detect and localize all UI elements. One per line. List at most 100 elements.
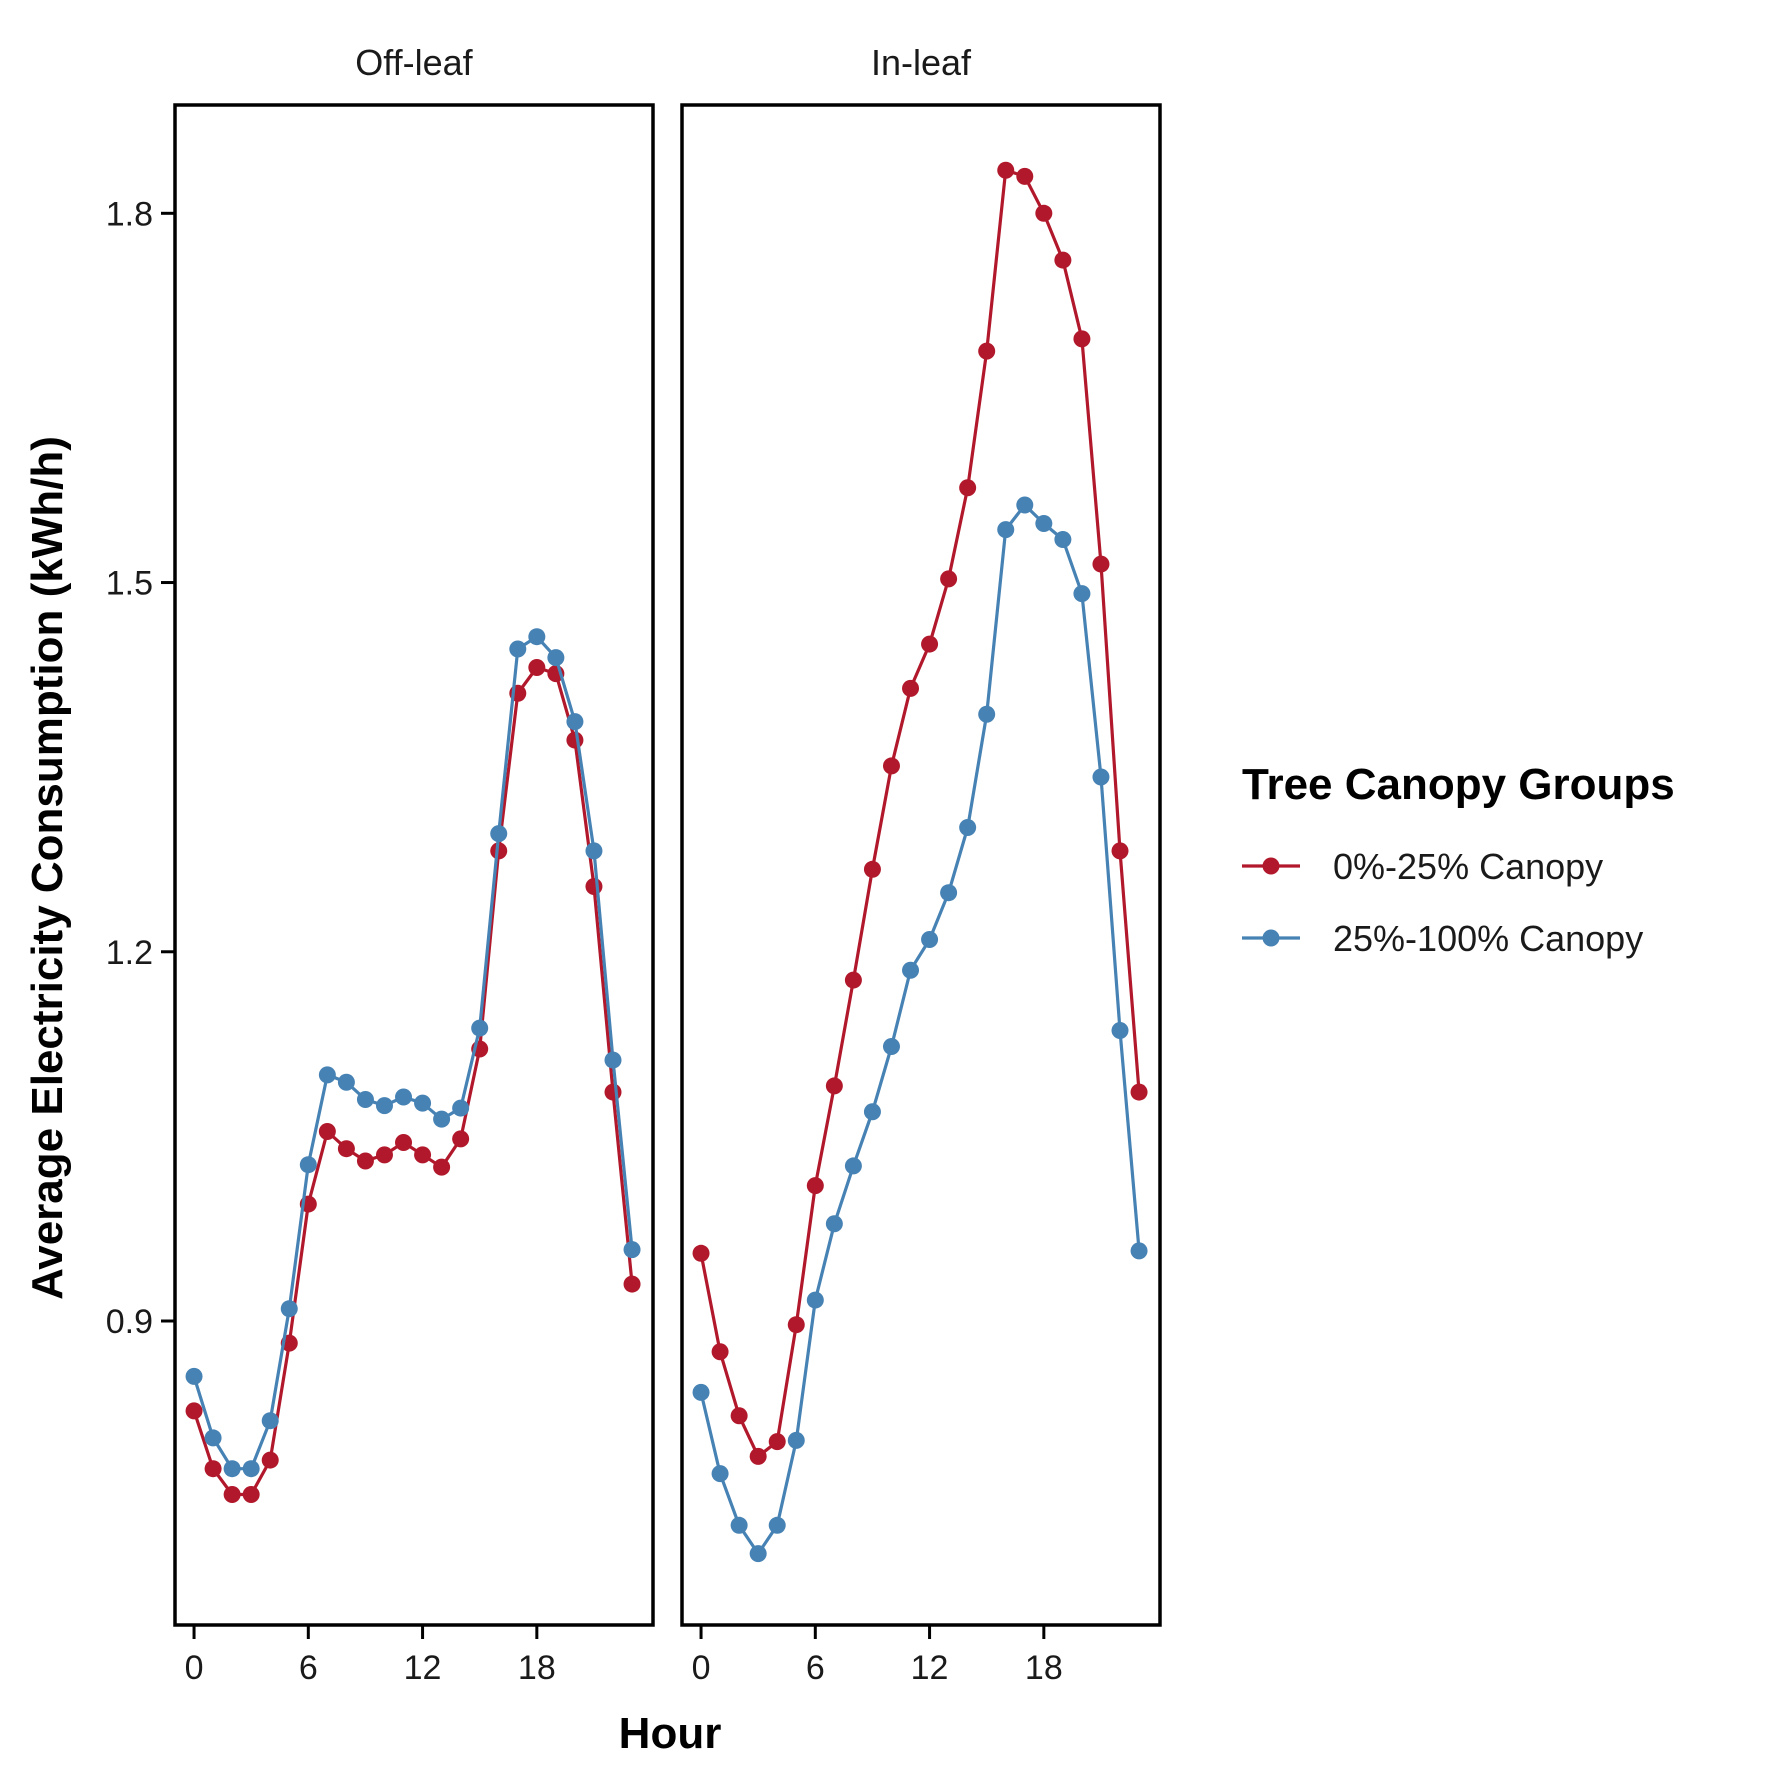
data-point [959,479,977,497]
series-0-25-canopy [692,161,1148,1465]
facet-title: In-leaf [871,42,972,83]
x-tick-label: 18 [1025,1649,1063,1687]
legend-key-point [1262,857,1280,875]
series-0-25-canopy [185,658,641,1504]
data-point [692,1244,710,1262]
data-point [452,1130,470,1148]
data-point [604,1051,622,1069]
data-point [1092,768,1110,786]
data-point [768,1433,786,1451]
data-point [978,342,996,360]
x-tick-label: 12 [404,1649,442,1687]
data-point [749,1545,767,1563]
data-point [623,1241,641,1259]
data-point [1054,530,1072,548]
series-line [699,168,1141,1459]
x-tick-label: 6 [299,1649,318,1687]
data-point [585,878,603,896]
x-tick-label: 0 [692,1649,711,1687]
data-point [730,1407,748,1425]
data-point [997,161,1015,179]
data-point [825,1215,843,1233]
data-point [902,679,920,697]
legend-label: 25%-100% Canopy [1333,918,1643,959]
data-point [863,860,881,878]
data-point [242,1460,260,1478]
data-point [978,705,996,723]
data-point [375,1146,393,1164]
facet-off-leaf: Off-leaf 0 6 12 18 0.9 1.2 1.5 1.8 [106,42,655,1687]
y-tick-label: 1.2 [106,934,153,972]
data-point [490,825,508,843]
data-point [749,1447,767,1465]
facet-in-leaf: In-leaf 0 6 12 18 [680,42,1162,1687]
data-point [566,731,584,749]
data-point [433,1110,451,1128]
facet-title: Off-leaf [355,42,473,83]
legend: Tree Canopy Groups 0%-25% Canopy 25%-100%… [1242,760,1675,959]
data-point [337,1140,355,1158]
x-tick-label: 6 [806,1649,825,1687]
data-point [528,658,546,676]
data-point [863,1103,881,1121]
data-point [692,1383,710,1401]
data-point [711,1343,729,1361]
data-point [395,1134,413,1152]
data-point [471,1019,489,1037]
x-tick-label: 0 [185,1649,204,1687]
panel-border [680,103,1162,1627]
data-point [1073,585,1091,603]
data-point [1111,842,1129,860]
data-point [1130,1242,1148,1260]
data-point [623,1275,641,1293]
data-point [223,1460,241,1478]
data-point [730,1516,748,1534]
y-tick-label: 0.9 [106,1303,153,1341]
data-point [1016,167,1034,185]
data-point [185,1367,203,1385]
data-point [604,1083,622,1101]
data-point [959,818,977,836]
data-point [825,1077,843,1095]
data-point [452,1099,470,1117]
data-point [261,1451,279,1469]
data-point [547,649,565,667]
data-point [223,1486,241,1504]
data-point [356,1090,374,1108]
y-tick-label: 1.8 [106,195,153,233]
data-point [528,628,546,646]
data-point [1035,514,1053,532]
x-tick-label: 12 [911,1649,949,1687]
data-point [414,1094,432,1112]
data-point [1035,204,1053,222]
data-point [940,570,958,588]
data-point [997,521,1015,539]
legend-item-2: 25%-100% Canopy [1242,918,1643,959]
data-point [1054,251,1072,269]
data-point [711,1465,729,1483]
x-tick-label: 18 [518,1649,556,1687]
data-point [242,1486,260,1504]
data-point [318,1122,336,1140]
data-point [1092,555,1110,573]
data-point [356,1152,374,1170]
data-point [337,1073,355,1091]
data-point [318,1066,336,1084]
data-point [940,884,958,902]
data-point [902,961,920,979]
data-point [490,842,508,860]
legend-label: 0%-25% Canopy [1333,846,1603,887]
legend-items: 0%-25% Canopy 25%-100% Canopy [1242,846,1643,959]
data-point [806,1291,824,1309]
data-point [280,1300,298,1318]
data-point [844,1157,862,1175]
y-tick-label: 1.5 [106,565,153,603]
legend-key-point [1262,929,1280,947]
data-point [585,842,603,860]
data-point [204,1429,222,1447]
legend-item-1: 0%-25% Canopy [1242,846,1603,887]
series-25-100-canopy [692,496,1148,1563]
data-point [844,971,862,989]
data-point [768,1516,786,1534]
data-point [414,1146,432,1164]
